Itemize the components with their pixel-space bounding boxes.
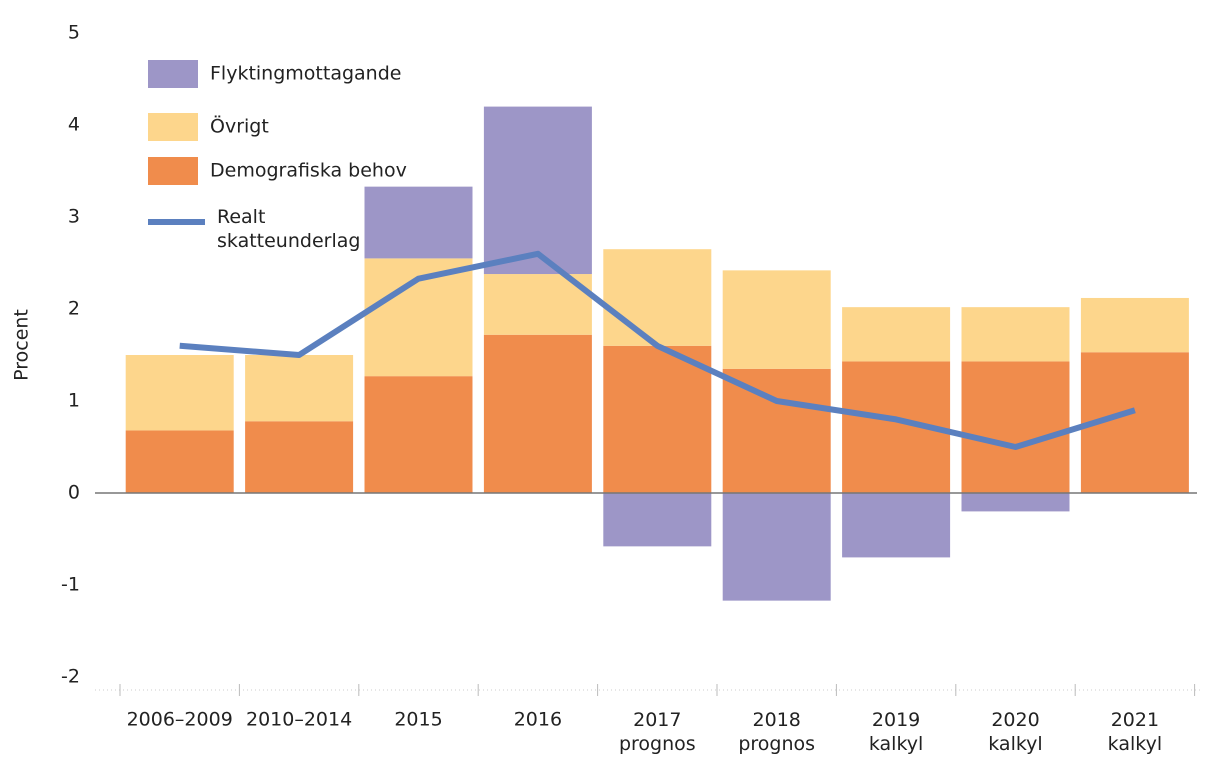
y-tick-label: -2 xyxy=(61,666,80,688)
legend-label: Realt skatteunderlag xyxy=(217,206,360,252)
x-tick-label: 2016 xyxy=(514,709,562,731)
bar xyxy=(125,355,234,431)
y-tick-label: 5 xyxy=(68,22,80,44)
bar xyxy=(364,376,473,493)
x-tick-label: 2015 xyxy=(394,709,442,731)
bar xyxy=(245,355,354,422)
bar xyxy=(961,307,1070,362)
x-tick-label: 2006–2009 xyxy=(127,709,233,731)
bar xyxy=(842,493,951,558)
bar xyxy=(1080,297,1189,353)
bar xyxy=(842,307,951,362)
bar xyxy=(722,270,831,369)
legend-swatch xyxy=(148,60,198,88)
x-tick-label: 2020 kalkyl xyxy=(988,709,1042,755)
x-tick-label: 2010–2014 xyxy=(246,709,352,731)
y-tick-label: 2 xyxy=(68,298,80,320)
legend-swatch xyxy=(148,157,198,185)
bar xyxy=(961,493,1070,512)
legend-label: Demografiska behov xyxy=(210,160,407,182)
bar xyxy=(722,368,831,493)
y-tick-label: 1 xyxy=(68,390,80,412)
bar xyxy=(245,421,354,493)
bar xyxy=(603,345,712,493)
bar xyxy=(603,249,712,346)
bar xyxy=(364,186,473,259)
bar xyxy=(961,361,1070,493)
legend-swatch xyxy=(148,113,198,141)
bar xyxy=(483,334,592,493)
x-tick-label: 2021 kalkyl xyxy=(1108,709,1162,755)
bar xyxy=(722,493,831,601)
y-tick-label: -1 xyxy=(61,574,80,596)
legend-label: Övrigt xyxy=(210,115,269,138)
y-tick-label: 0 xyxy=(68,482,80,504)
bar xyxy=(125,430,234,493)
legend-label: Flyktingmottagande xyxy=(210,63,401,85)
bar xyxy=(603,493,712,547)
line xyxy=(179,250,1136,450)
x-tick-label: 2017 prognos xyxy=(619,709,696,755)
x-tick-label: 2018 prognos xyxy=(738,709,815,755)
y-tick-label: 3 xyxy=(68,206,80,228)
y-tick-label: 4 xyxy=(68,114,80,136)
x-tick-label: 2019 kalkyl xyxy=(869,709,923,755)
y-axis-label: Procent xyxy=(11,309,33,381)
bar xyxy=(483,106,592,275)
